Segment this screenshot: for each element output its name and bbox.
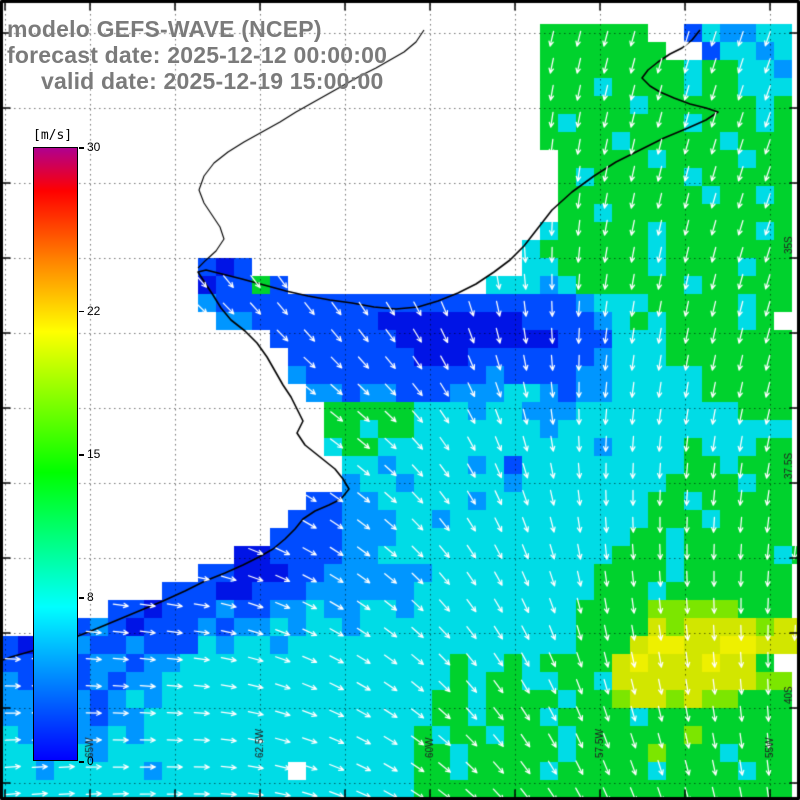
model-title: modelo GEFS-WAVE (NCEP) <box>7 16 322 42</box>
valid-date: valid date: 2025-12-19 15:00:00 <box>41 68 384 94</box>
colorbar: [m/s] 30 22 15 8 0 <box>33 128 101 768</box>
colorbar-gradient <box>33 147 78 761</box>
chart-header: modelo GEFS-WAVE (NCEP) forecast date: 2… <box>7 16 387 94</box>
forecast-date: forecast date: 2025-12-12 00:00:00 <box>7 42 388 68</box>
colorbar-unit-label: [m/s] <box>33 128 73 143</box>
